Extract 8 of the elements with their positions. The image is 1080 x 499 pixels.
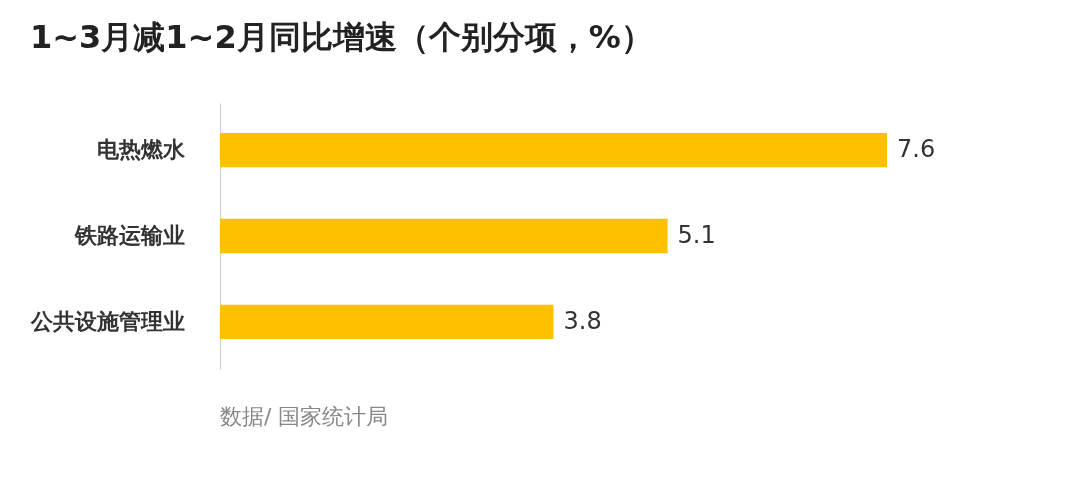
y-tick-label: 铁路运输业 — [73, 223, 185, 248]
data-label: 3.8 — [563, 306, 602, 335]
y-tick-label: 电热燃水 — [96, 137, 186, 163]
data-label: 5.1 — [677, 221, 716, 249]
text: 数据/ 国家统计局 — [220, 404, 389, 429]
data-label: 7.6 — [897, 135, 936, 164]
chart-title: 1~3月减1~2月同比增速（个别分项，%） — [30, 18, 653, 56]
y-tick-label: 公共设施管理业 — [29, 308, 185, 334]
